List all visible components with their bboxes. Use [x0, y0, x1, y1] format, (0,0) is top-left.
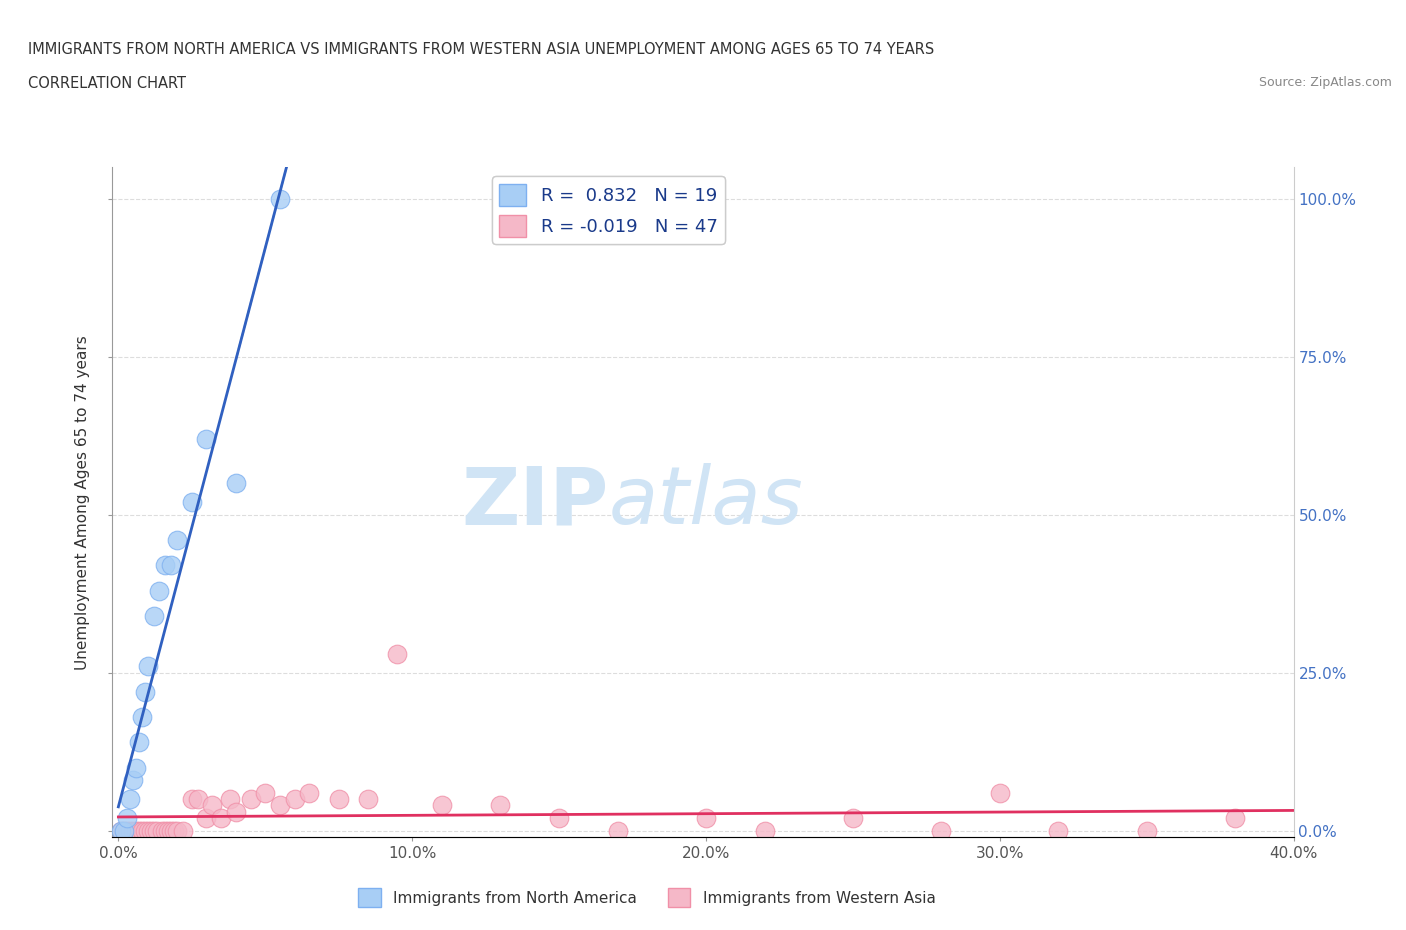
Point — [239, 791, 262, 806]
Point — [134, 684, 156, 699]
Text: Source: ZipAtlas.com: Source: ZipAtlas.com — [1258, 76, 1392, 89]
Point — [201, 798, 224, 813]
Point — [172, 823, 194, 838]
Point — [112, 823, 135, 838]
Point — [754, 823, 776, 838]
Point — [155, 823, 177, 838]
Point — [120, 823, 142, 838]
Point — [929, 823, 952, 838]
Point — [160, 558, 183, 573]
Point — [357, 791, 380, 806]
Point — [157, 823, 180, 838]
Point — [195, 432, 218, 446]
Point — [115, 811, 138, 826]
Legend: R =  0.832   N = 19, R = -0.019   N = 47: R = 0.832 N = 19, R = -0.019 N = 47 — [492, 177, 725, 244]
Point — [125, 823, 148, 838]
Point — [139, 823, 162, 838]
Point — [269, 798, 291, 813]
Point — [387, 646, 409, 661]
Point — [225, 804, 247, 819]
Text: IMMIGRANTS FROM NORTH AMERICA VS IMMIGRANTS FROM WESTERN ASIA UNEMPLOYMENT AMONG: IMMIGRANTS FROM NORTH AMERICA VS IMMIGRA… — [28, 42, 935, 57]
Point — [112, 823, 135, 838]
Point — [120, 791, 142, 806]
Point — [122, 823, 145, 838]
Point — [254, 785, 277, 800]
Point — [163, 823, 186, 838]
Point — [328, 791, 350, 806]
Point — [148, 583, 170, 598]
Point — [180, 495, 202, 510]
Point — [548, 811, 571, 826]
Point — [136, 659, 159, 674]
Point — [219, 791, 242, 806]
Point — [842, 811, 865, 826]
Point — [1047, 823, 1070, 838]
Point — [166, 533, 188, 548]
Point — [125, 760, 148, 775]
Point — [136, 823, 159, 838]
Point — [122, 773, 145, 788]
Point — [128, 735, 150, 750]
Point — [988, 785, 1011, 800]
Point — [187, 791, 209, 806]
Text: atlas: atlas — [609, 463, 803, 541]
Point — [284, 791, 307, 806]
Point — [1136, 823, 1159, 838]
Point — [209, 811, 232, 826]
Point — [115, 823, 138, 838]
Text: CORRELATION CHART: CORRELATION CHART — [28, 76, 186, 91]
Point — [142, 823, 165, 838]
Legend: Immigrants from North America, Immigrants from Western Asia: Immigrants from North America, Immigrant… — [352, 883, 942, 913]
Point — [134, 823, 156, 838]
Point — [128, 823, 150, 838]
Point — [131, 823, 153, 838]
Point — [695, 811, 717, 826]
Point — [1223, 811, 1246, 826]
Point — [166, 823, 188, 838]
Point — [142, 608, 165, 623]
Point — [489, 798, 512, 813]
Point — [269, 192, 291, 206]
Point — [152, 823, 174, 838]
Point — [298, 785, 321, 800]
Point — [195, 811, 218, 826]
Point — [430, 798, 453, 813]
Text: ZIP: ZIP — [461, 463, 609, 541]
Point — [110, 823, 132, 838]
Point — [225, 476, 247, 491]
Point — [606, 823, 628, 838]
Point — [145, 823, 167, 838]
Point — [110, 823, 132, 838]
Point — [155, 558, 177, 573]
Point — [160, 823, 183, 838]
Point — [131, 710, 153, 724]
Y-axis label: Unemployment Among Ages 65 to 74 years: Unemployment Among Ages 65 to 74 years — [75, 335, 90, 670]
Point — [180, 791, 202, 806]
